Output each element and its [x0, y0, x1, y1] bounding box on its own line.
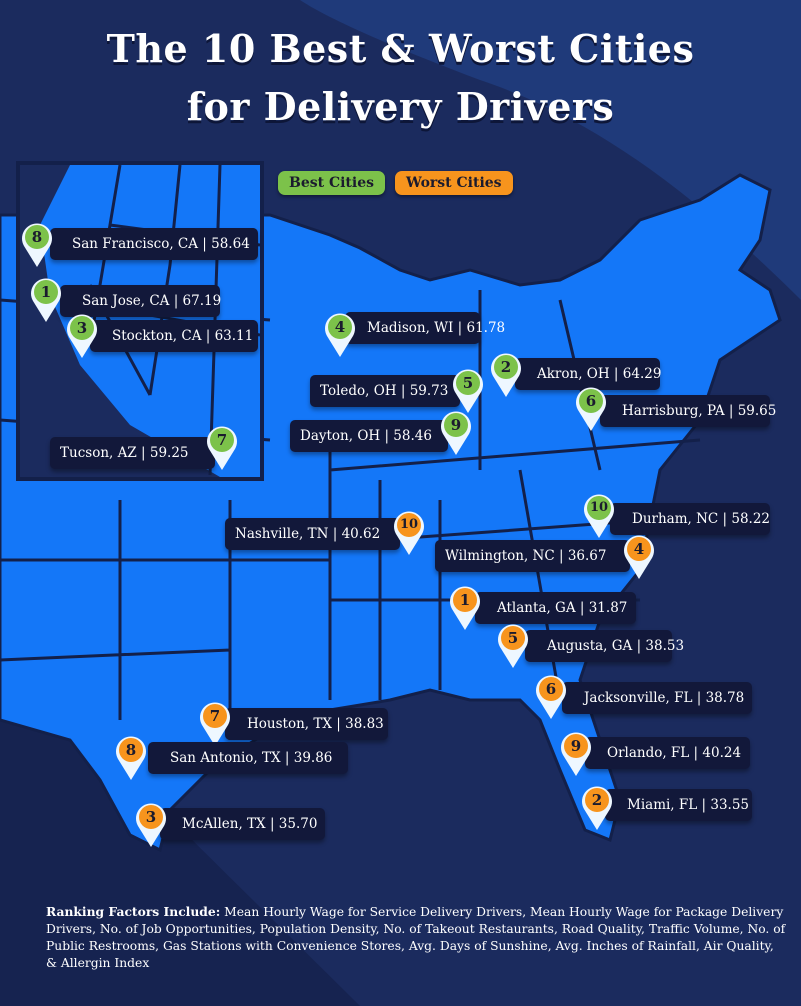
city-label: Madison, WI | 61.78 — [345, 312, 505, 344]
pin-icon — [498, 624, 528, 668]
map-pin-worst: 5 — [496, 621, 530, 669]
pin-icon — [453, 369, 483, 413]
city-label: Wilmington, NC | 36.67 — [435, 540, 630, 572]
map-pin-worst: 4 — [622, 532, 656, 580]
map-pin-best: 9 — [439, 408, 473, 456]
page-title: The 10 Best & Worst Cities for Delivery … — [0, 20, 801, 136]
city-label: Dayton, OH | 58.46 — [290, 420, 448, 452]
city-label: Houston, TX | 38.83 — [225, 708, 388, 740]
pin-rank: 4 — [334, 318, 346, 336]
pin-rank: 6 — [545, 680, 557, 698]
pin-icon — [450, 586, 480, 630]
pin-icon — [22, 223, 52, 267]
pin-icon — [441, 411, 471, 455]
pin-rank: 3 — [145, 808, 157, 826]
pin-icon — [624, 535, 654, 579]
pin-icon — [584, 494, 614, 538]
city-label: Orlando, FL | 40.24 — [585, 737, 750, 769]
map-pin-worst: 6 — [534, 672, 568, 720]
map-pin-best: 1 — [29, 275, 63, 323]
pin-icon — [31, 278, 61, 322]
map-pin-worst: 9 — [559, 729, 593, 777]
pin-rank: 1 — [459, 591, 471, 609]
city-label: Stockton, CA | 63.11 — [90, 320, 258, 352]
background-shape — [300, 0, 801, 300]
pin-rank: 10 — [589, 500, 609, 515]
title-line-1: The 10 Best & Worst Cities — [106, 26, 695, 71]
pin-rank: 5 — [462, 374, 474, 392]
map-pin-worst: 8 — [114, 733, 148, 781]
pin-rank: 7 — [209, 707, 221, 725]
city-label: San Jose, CA | 67.19 — [60, 285, 221, 317]
map-pin-worst: 7 — [198, 699, 232, 747]
map-pin-worst: 3 — [134, 800, 168, 848]
city-label: Miami, FL | 33.55 — [605, 789, 752, 821]
city-label: Nashville, TN | 40.62 — [225, 518, 400, 550]
map-pin-best: 8 — [20, 220, 54, 268]
map-pin-best: 3 — [65, 311, 99, 359]
map-pin-worst: 1 — [448, 583, 482, 631]
pin-icon — [576, 387, 606, 431]
city-label: Augusta, GA | 38.53 — [525, 630, 684, 662]
title-line-2: for Delivery Drivers — [186, 84, 615, 129]
pin-icon — [207, 426, 237, 470]
city-label: McAllen, TX | 35.70 — [160, 808, 325, 840]
pin-rank: 9 — [570, 737, 582, 755]
legend-best: Best Cities — [278, 171, 385, 195]
map-pin-worst: 2 — [580, 783, 614, 831]
map-pin-best: 4 — [323, 310, 357, 358]
pin-rank: 2 — [500, 358, 512, 376]
legend: Best Cities Worst Cities — [278, 171, 513, 195]
pin-icon — [582, 786, 612, 830]
pin-rank: 3 — [76, 319, 88, 337]
map-pin-best: 2 — [489, 350, 523, 398]
pin-rank: 7 — [216, 431, 228, 449]
pin-icon — [116, 736, 146, 780]
pin-icon — [536, 675, 566, 719]
pin-rank: 6 — [585, 392, 597, 410]
city-label: Akron, OH | 64.29 — [515, 358, 661, 390]
city-label: Durham, NC | 58.22 — [610, 503, 770, 535]
pin-rank: 10 — [399, 517, 419, 532]
pin-icon — [325, 313, 355, 357]
city-label: San Francisco, CA | 58.64 — [50, 228, 258, 260]
pin-rank: 8 — [125, 741, 137, 759]
pin-rank: 5 — [507, 629, 519, 647]
pin-icon — [491, 353, 521, 397]
pin-icon — [561, 732, 591, 776]
map-pin-best: 5 — [451, 366, 485, 414]
pin-icon — [200, 702, 230, 746]
pin-icon — [67, 314, 97, 358]
city-label: Atlanta, GA | 31.87 — [475, 592, 636, 624]
pin-rank: 8 — [31, 228, 43, 246]
map-pin-best: 7 — [205, 423, 239, 471]
ranking-factors-text: Mean Hourly Wage for Service Delivery Dr… — [46, 905, 786, 970]
city-label: Tucson, AZ | 59.25 — [50, 437, 215, 469]
city-label: San Antonio, TX | 39.86 — [148, 742, 348, 774]
city-label: Toledo, OH | 59.73 — [310, 375, 460, 407]
map-pin-best: 6 — [574, 384, 608, 432]
map-pin-best: 10 — [582, 491, 616, 539]
pin-icon — [394, 511, 424, 555]
pin-rank: 2 — [591, 791, 603, 809]
pin-rank: 1 — [40, 283, 52, 301]
legend-worst: Worst Cities — [395, 171, 513, 195]
map-pin-worst: 10 — [392, 508, 426, 556]
ranking-factors: Ranking Factors Include: Mean Hourly Wag… — [46, 903, 786, 972]
city-label: Harrisburg, PA | 59.65 — [600, 395, 776, 427]
pin-icon — [136, 803, 166, 847]
pin-rank: 4 — [633, 540, 645, 558]
ranking-factors-heading: Ranking Factors Include: — [46, 904, 221, 919]
pin-rank: 9 — [450, 416, 462, 434]
city-label: Jacksonville, FL | 38.78 — [562, 682, 752, 714]
